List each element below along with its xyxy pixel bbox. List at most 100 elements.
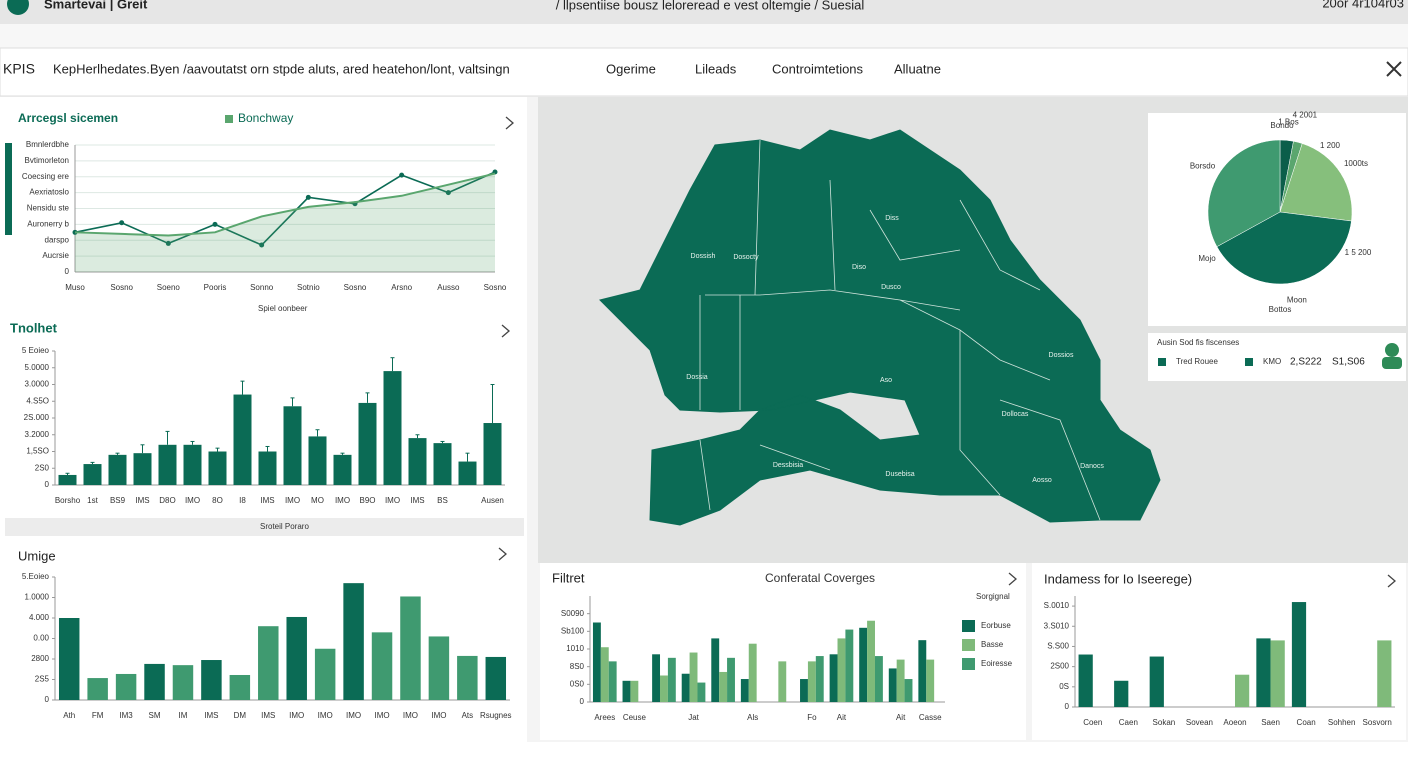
x-tick-label: SM xyxy=(149,711,161,720)
nav-tab[interactable]: Alluatne xyxy=(894,61,941,76)
pie-annotation: Mojo xyxy=(1198,254,1216,263)
x-tick-label: Ath xyxy=(63,711,75,720)
pie-label: 1 Bos xyxy=(1278,118,1298,127)
bar xyxy=(896,659,905,702)
legend-swatch xyxy=(962,639,975,651)
panel-title: Tnolhet xyxy=(10,320,58,335)
bar xyxy=(660,675,668,702)
y-tick-label: 5 Eoieo xyxy=(22,346,50,355)
footer xyxy=(0,742,1408,768)
nav-title: KPIS xyxy=(3,61,35,77)
bar xyxy=(314,648,336,700)
nav-tab[interactable]: Lileads xyxy=(695,61,737,76)
bar xyxy=(115,673,137,700)
divider-strip xyxy=(5,518,524,536)
x-tick-label: B9O xyxy=(359,496,375,505)
panel-title: Filtret xyxy=(552,570,585,585)
bar xyxy=(343,583,364,700)
legend-box-title: Ausin Sod fis fiscenses xyxy=(1157,338,1239,347)
bar xyxy=(1256,638,1271,707)
bar xyxy=(740,679,749,702)
nav-tab[interactable]: Controimtetions xyxy=(772,61,864,76)
y-tick-label: Coecsing ere xyxy=(22,172,70,181)
bar xyxy=(58,474,77,485)
bar xyxy=(697,682,706,702)
x-tick-label: D8O xyxy=(159,496,175,505)
y-tick-label: 0S xyxy=(1059,682,1069,691)
point xyxy=(305,194,311,200)
nav-tab[interactable]: Ogerime xyxy=(606,61,656,76)
user-icon[interactable] xyxy=(1385,343,1399,357)
bar xyxy=(229,674,251,700)
bar xyxy=(837,638,846,702)
x-tick-label: Ait xyxy=(896,713,906,722)
breadcrumb: / llpsentiise bousz leloreread e vest ol… xyxy=(556,0,865,12)
y-tick-label: 0S0 xyxy=(570,679,585,688)
panel-subtitle: Spiel oonbeer xyxy=(258,304,308,313)
bar xyxy=(58,618,80,700)
x-tick-label: Ausen xyxy=(481,496,504,505)
x-tick-label: IMO xyxy=(403,711,418,720)
map-label: Dusco xyxy=(881,284,901,291)
map-label: Dossish xyxy=(691,253,716,260)
bar xyxy=(286,616,307,700)
y-tick-label: 1010 xyxy=(566,644,584,653)
legend-label: Tred Rouee xyxy=(1176,357,1219,366)
map-label: Dollocas xyxy=(1002,411,1029,418)
map-label: Dossia xyxy=(686,374,708,381)
y-tick-label: 2S.000 xyxy=(24,413,50,422)
x-tick-label: Coen xyxy=(1083,718,1102,727)
y-tick-label: 0 xyxy=(45,480,50,489)
x-tick-label: 8O xyxy=(212,496,223,505)
bar xyxy=(918,640,927,702)
legend-label: Basse xyxy=(981,640,1004,649)
bar xyxy=(829,654,838,702)
x-tick-label: Rsugnes xyxy=(480,711,512,720)
x-tick-label: Arsno xyxy=(391,283,412,292)
bar xyxy=(859,627,868,702)
bar xyxy=(1235,674,1250,707)
x-tick-label: Borsho xyxy=(55,496,81,505)
map-label: Aosso xyxy=(1032,477,1052,484)
close-icon[interactable] xyxy=(1386,61,1402,77)
panel-title: Arrcegsl sicemen xyxy=(18,111,118,125)
bar xyxy=(1114,680,1129,707)
logo xyxy=(7,0,29,15)
bar xyxy=(904,679,913,702)
top-bar xyxy=(0,0,1408,24)
bar xyxy=(172,665,194,700)
x-tick-label: BS xyxy=(437,496,448,505)
x-tick-label: Caen xyxy=(1119,718,1138,727)
bar xyxy=(719,671,728,702)
point xyxy=(399,172,405,178)
y-tick-label: Aucrsie xyxy=(42,251,69,260)
y-tick-label: S.0010 xyxy=(1044,601,1070,610)
bar xyxy=(371,632,393,700)
x-tick-label: IM3 xyxy=(119,711,133,720)
y-tick-label: 0 xyxy=(580,697,585,706)
legend-swatch xyxy=(1245,358,1253,366)
bar xyxy=(748,643,757,702)
bar xyxy=(133,453,152,485)
point xyxy=(165,240,171,246)
x-tick-label: FM xyxy=(92,711,104,720)
toolbar xyxy=(0,24,1408,48)
bar xyxy=(458,461,477,485)
panel-arrows[interactable] xyxy=(498,116,1396,588)
bar xyxy=(433,443,452,485)
map-label: Diss xyxy=(885,215,899,222)
header-meta: 20or 4r104r03 xyxy=(1322,0,1404,10)
legend-swatch xyxy=(225,115,233,123)
x-tick-label: Sotnio xyxy=(297,283,320,292)
x-tick-label: IMS xyxy=(260,496,274,505)
y-tick-label: 0 xyxy=(65,267,70,276)
y-tick-label: Auronerry b xyxy=(27,219,69,228)
bar xyxy=(457,655,478,700)
bar xyxy=(1377,640,1392,707)
y-tick-label: 8S0 xyxy=(570,662,585,671)
x-tick-label: Sokan xyxy=(1153,718,1176,727)
bar xyxy=(1270,640,1285,707)
x-tick-label: IMS xyxy=(410,496,424,505)
y-tick-label: 0.00 xyxy=(33,634,49,643)
x-tick-label: Arees xyxy=(594,713,615,722)
